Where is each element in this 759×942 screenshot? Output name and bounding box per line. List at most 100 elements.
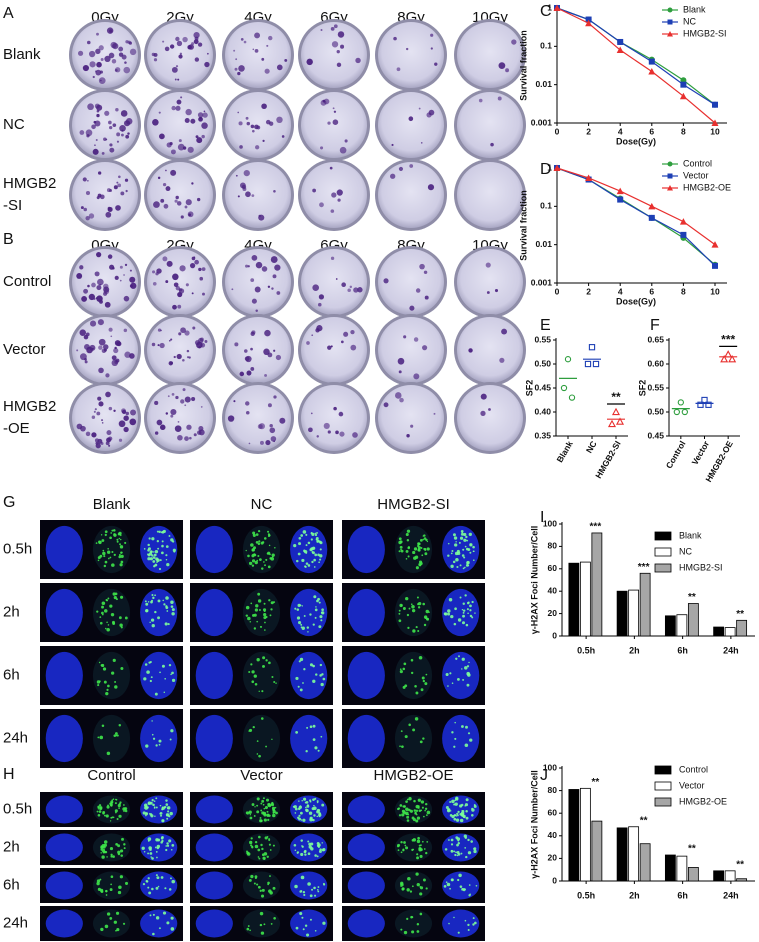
focus	[105, 814, 109, 818]
colony	[197, 42, 203, 47]
focus	[254, 844, 259, 849]
colony	[80, 425, 86, 432]
colony	[196, 197, 201, 202]
focus	[426, 547, 430, 551]
focus	[419, 854, 423, 858]
colony	[112, 123, 117, 127]
plate-photo	[375, 19, 447, 91]
focus	[467, 601, 470, 604]
focus	[398, 814, 402, 817]
nucleus	[195, 833, 233, 862]
significance: ***	[590, 522, 602, 533]
focus	[114, 809, 118, 813]
focus	[120, 666, 124, 671]
focus	[154, 550, 159, 554]
focus	[465, 725, 468, 729]
colony	[103, 344, 109, 350]
focus	[163, 691, 166, 693]
micrograph	[342, 830, 485, 865]
colony	[336, 62, 342, 68]
focus	[309, 663, 313, 667]
colony	[204, 61, 210, 68]
marker	[679, 92, 687, 100]
colony	[184, 117, 190, 124]
colony	[108, 52, 115, 59]
colony	[105, 373, 110, 378]
focus	[465, 623, 469, 627]
colony	[97, 278, 104, 286]
focus	[157, 885, 160, 888]
legend-marker	[667, 19, 673, 25]
focus	[97, 684, 100, 687]
colony	[163, 203, 169, 209]
focus	[110, 883, 112, 886]
focus	[399, 545, 403, 549]
focus	[116, 734, 119, 737]
colony	[227, 415, 235, 422]
focus	[474, 612, 476, 614]
focus	[96, 610, 99, 613]
colony	[121, 54, 127, 60]
nucleus	[195, 525, 233, 574]
colony	[86, 40, 91, 45]
focus	[415, 566, 419, 570]
micrograph	[40, 646, 183, 705]
focus	[405, 846, 409, 850]
panel-letter: B	[3, 231, 14, 248]
focus	[422, 737, 425, 740]
focus	[416, 882, 420, 887]
focus	[467, 929, 470, 932]
focus	[412, 848, 415, 851]
colony	[88, 50, 96, 58]
focus	[165, 559, 168, 561]
focus	[154, 563, 158, 567]
focus	[424, 802, 428, 806]
colony	[174, 425, 182, 432]
colony	[397, 357, 405, 365]
focus	[149, 557, 154, 561]
plate-inner	[72, 162, 138, 228]
focus	[115, 811, 117, 814]
focus	[96, 879, 101, 883]
focus	[455, 851, 457, 854]
focus	[457, 931, 460, 934]
plate-inner	[225, 22, 291, 88]
focus	[258, 608, 261, 611]
plate-photo	[222, 89, 294, 161]
colony	[184, 404, 187, 407]
nucleus	[140, 871, 178, 900]
plate-photo	[69, 382, 141, 454]
focus	[252, 725, 255, 729]
focus	[171, 671, 174, 675]
marker	[705, 401, 712, 408]
focus	[469, 543, 473, 547]
focus	[164, 677, 167, 680]
focus	[257, 848, 261, 852]
focus	[109, 820, 112, 822]
colony	[118, 46, 124, 52]
colony	[154, 400, 159, 406]
y-tick-label: 0.50	[534, 358, 551, 368]
focus	[115, 732, 118, 735]
colony	[353, 287, 359, 293]
bar	[713, 626, 725, 637]
colony	[185, 108, 192, 116]
colony	[170, 361, 174, 365]
colony	[185, 283, 189, 287]
focus	[453, 850, 456, 853]
colony	[247, 265, 250, 268]
marker	[616, 46, 624, 54]
plate-inner	[147, 249, 213, 315]
focus	[117, 890, 122, 895]
focus	[411, 839, 415, 842]
focus	[118, 814, 122, 818]
focus	[421, 676, 425, 680]
colony	[96, 113, 100, 118]
focus	[305, 533, 308, 536]
colony	[180, 399, 185, 404]
focus	[403, 805, 406, 808]
focus	[264, 836, 268, 840]
focus	[309, 548, 313, 552]
colony	[178, 54, 183, 59]
focus	[117, 844, 121, 848]
